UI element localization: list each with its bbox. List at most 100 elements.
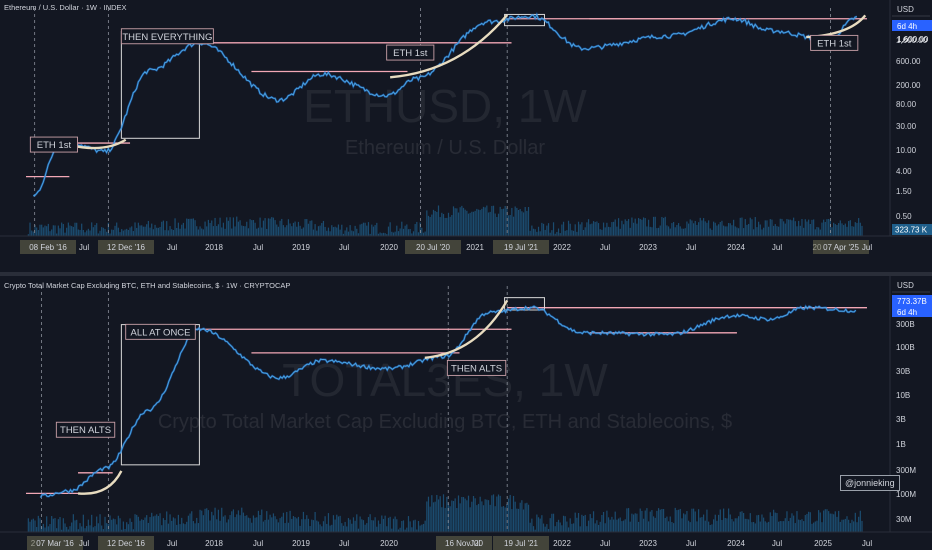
volume-bar [77,229,79,236]
volume-tag-label: 323.73 K [895,226,928,235]
volume-bar [542,523,545,532]
volume-bar [542,223,545,236]
volume-bar [316,520,318,532]
volume-bar [212,515,215,532]
volume-bar [431,214,433,236]
volume-bar [494,213,496,236]
ethusd-plot-area[interactable]: ETHUSD, 1W Ethereum / U.S. Dollar ETH 1st T… [0,0,932,272]
volume-bar [356,514,358,532]
volume-bar [823,219,825,236]
volume-bar [37,230,39,236]
volume-bar [381,515,383,532]
volume-bar [629,227,631,236]
volume-bar [562,515,565,532]
volume-bar [569,518,571,532]
volume-bar [606,510,608,532]
price-tag-label: 6d 4h [897,308,917,317]
volume-bar [743,512,745,532]
volume-bar [507,215,510,236]
y-tick-label: 1B [896,440,906,449]
currency-label: USD [897,5,914,14]
volume-bar [546,524,548,532]
volume-bar [344,521,346,532]
total3es-chart-panel[interactable]: TOTAL3ES, 1W Crypto Total Market Cap Excl… [0,276,932,550]
volume-bar [217,509,220,532]
volume-bar [851,226,853,236]
volume-bar [526,210,528,236]
volume-bar [841,519,843,532]
volume-bar [664,216,666,236]
panel-divider[interactable] [0,272,932,276]
volume-bar [637,521,640,532]
volume-bar [192,218,194,236]
volume-bar [834,511,836,532]
volume-bar [292,222,295,236]
volume-bar [609,519,611,532]
volume-bar [154,515,156,532]
volume-bar [682,513,685,532]
volume-bar [667,521,670,532]
volume-bar [824,221,826,236]
annotation-label: ALL AT ONCE [130,327,190,338]
volume-bar [262,521,265,532]
volume-bar [106,523,108,532]
volume-bar [731,225,733,236]
volume-bar [682,228,685,236]
volume-bar [689,522,691,532]
volume-bar [139,225,141,236]
volume-bar [302,227,305,236]
volume-bar [382,232,385,236]
volume-bar [404,529,406,532]
x-tick-label: 2024 [727,243,745,252]
volume-bar [406,527,408,532]
volume-bar [859,510,861,532]
volume-bar [86,526,88,532]
volume-bar [652,516,655,532]
volume-bar [396,225,398,236]
volume-bar [551,513,553,532]
volume-bar [461,496,463,532]
volume-bar [502,208,505,236]
volume-bar [501,506,503,532]
volume-bar [397,231,400,236]
volume-bar [371,520,373,532]
y-tick-label: 200.00 [896,81,921,90]
volume-bar [504,205,506,236]
volume-bar [491,495,493,532]
volume-bar [391,231,393,236]
volume-bar [161,525,163,532]
volume-bar [341,523,343,532]
volume-bar [29,521,31,532]
total3es-plot-area[interactable]: TOTAL3ES, 1W Crypto Total Market Cap Excl… [0,276,932,550]
volume-bar [733,521,735,532]
y-tick-label: 100M [896,490,916,499]
volume-bar [806,513,808,532]
volume-bar [557,519,560,532]
volume-bar [586,526,588,532]
volume-bar [382,518,385,532]
volume-bar [264,218,266,236]
volume-bar [437,499,440,532]
volume-bar [284,227,286,236]
volume-bar [174,518,176,532]
volume-bar [656,228,658,236]
volume-bar [549,232,551,236]
volume-bar [684,514,686,532]
volume-bar [126,522,128,532]
ethusd-chart-panel[interactable]: ETHUSD, 1W Ethereum / U.S. Dollar ETH 1st T… [0,0,932,272]
volume-bar [114,225,116,236]
volume-bar [712,519,715,532]
volume-bar [716,225,718,236]
volume-bar [254,222,256,236]
volume-bar [392,518,395,532]
volume-bar [781,218,783,236]
volume-bar [369,233,371,236]
volume-bar [32,518,34,532]
volume-bar [694,511,696,532]
volume-bar [487,500,490,532]
volume-bar [672,523,675,532]
volume-bar [714,222,716,236]
y-tick-label: 30.00 [896,122,917,131]
volume-bar [601,229,603,236]
volume-bar [227,519,230,532]
